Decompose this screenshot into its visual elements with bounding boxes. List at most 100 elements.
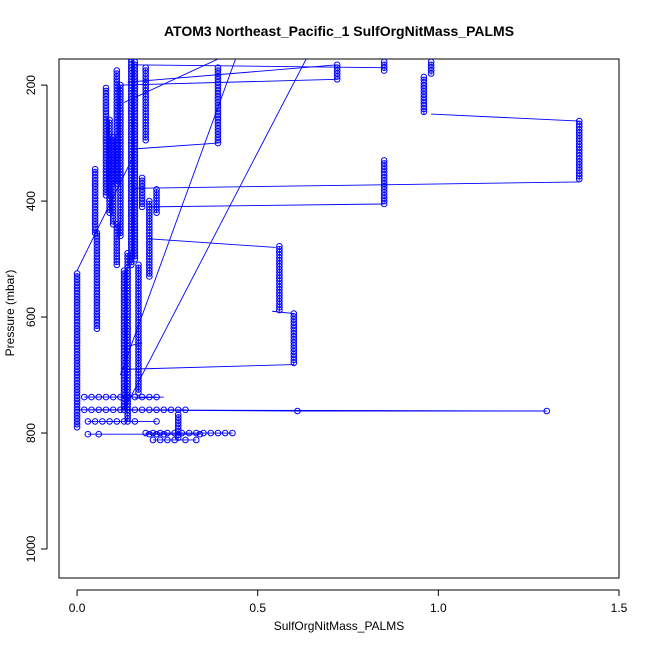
data-point — [185, 429, 193, 437]
data-point — [276, 303, 283, 311]
data-point — [106, 418, 113, 425]
data-point — [113, 258, 121, 266]
x-tick-label: 1.5 — [611, 601, 628, 615]
data-point — [575, 175, 583, 183]
data-point — [95, 430, 103, 438]
data-point — [135, 389, 142, 396]
data-point — [142, 136, 150, 144]
data-point — [124, 406, 131, 414]
series-line — [123, 59, 307, 411]
chart-title: ATOM3 Northeast_Pacific_1 SulfOrgNitMass… — [164, 23, 514, 39]
series-line — [127, 364, 294, 370]
data-point — [128, 27, 134, 33]
series-line — [123, 59, 220, 103]
data-point — [131, 252, 139, 260]
data-point — [200, 429, 207, 437]
data-point — [128, 36, 134, 42]
data-point — [102, 406, 110, 414]
series-line — [131, 64, 385, 69]
data-point — [149, 429, 157, 437]
data-point — [128, 19, 134, 25]
data-point — [221, 429, 229, 437]
x-tick-label: 0.5 — [249, 601, 266, 615]
data-point — [138, 393, 146, 401]
data-point — [128, 16, 134, 22]
data-point — [84, 430, 92, 438]
series-line — [119, 59, 237, 376]
series-line — [120, 78, 338, 86]
data-point — [153, 209, 160, 216]
data-point — [146, 273, 153, 280]
data-point — [117, 406, 124, 414]
data-point — [167, 406, 175, 414]
data-point — [142, 133, 150, 141]
data-point — [138, 200, 146, 208]
series-line — [149, 203, 385, 208]
data-point — [135, 386, 142, 393]
y-tick-label: 800 — [24, 423, 38, 443]
data-point — [146, 406, 153, 414]
data-point — [182, 436, 189, 444]
data-point — [153, 406, 160, 414]
y-axis: 200 400 600 800 1000 — [24, 75, 48, 562]
data-point — [333, 75, 341, 83]
data-point — [128, 39, 134, 45]
data-point — [128, 4, 134, 10]
plot-frame — [58, 58, 620, 579]
data-point — [160, 406, 168, 414]
data-point — [80, 393, 88, 401]
data-point — [102, 393, 110, 401]
data-point — [128, 13, 134, 19]
data-point — [113, 418, 121, 425]
x-tick-label: 0.0 — [69, 601, 86, 615]
data-point — [128, 33, 134, 39]
series-line — [127, 64, 338, 83]
data-point — [153, 206, 160, 214]
data-point — [543, 407, 551, 415]
data-point — [131, 393, 139, 401]
data-point — [124, 393, 131, 401]
data-point — [164, 436, 171, 444]
series-line — [272, 310, 294, 315]
data-point — [290, 359, 298, 367]
data-point — [575, 172, 583, 180]
series-line — [134, 142, 218, 150]
data-point — [420, 108, 428, 116]
data-point — [160, 430, 168, 438]
data-point — [182, 406, 189, 414]
data-point — [420, 105, 428, 113]
y-tick-label: 200 — [24, 75, 38, 95]
data-point — [88, 393, 95, 401]
y-tick-label: 1000 — [24, 535, 38, 562]
data-point — [196, 430, 204, 438]
data-point — [192, 436, 200, 444]
series-line — [134, 181, 580, 189]
data-point — [146, 430, 153, 438]
x-tick-label: 1.0 — [430, 601, 447, 615]
data-point — [156, 436, 164, 444]
data-point — [93, 322, 101, 330]
data-point — [128, 50, 134, 56]
data-point — [73, 423, 81, 431]
data-point — [146, 393, 153, 401]
data-point — [333, 73, 341, 80]
data-point — [171, 429, 178, 437]
data-point — [380, 64, 388, 71]
data-point — [290, 356, 298, 364]
data-point — [149, 436, 157, 444]
data-point — [128, 7, 134, 13]
data-point — [214, 429, 222, 437]
data-point — [84, 418, 92, 425]
data-point — [99, 418, 106, 425]
data-point — [80, 406, 88, 414]
data-point — [128, 24, 134, 30]
data-point — [276, 306, 283, 314]
data-point — [109, 393, 117, 401]
data-point — [380, 67, 388, 74]
data-point — [156, 429, 164, 437]
data-point — [174, 406, 182, 414]
data-point — [171, 436, 178, 444]
data-point — [380, 197, 388, 205]
data-point — [294, 407, 301, 415]
